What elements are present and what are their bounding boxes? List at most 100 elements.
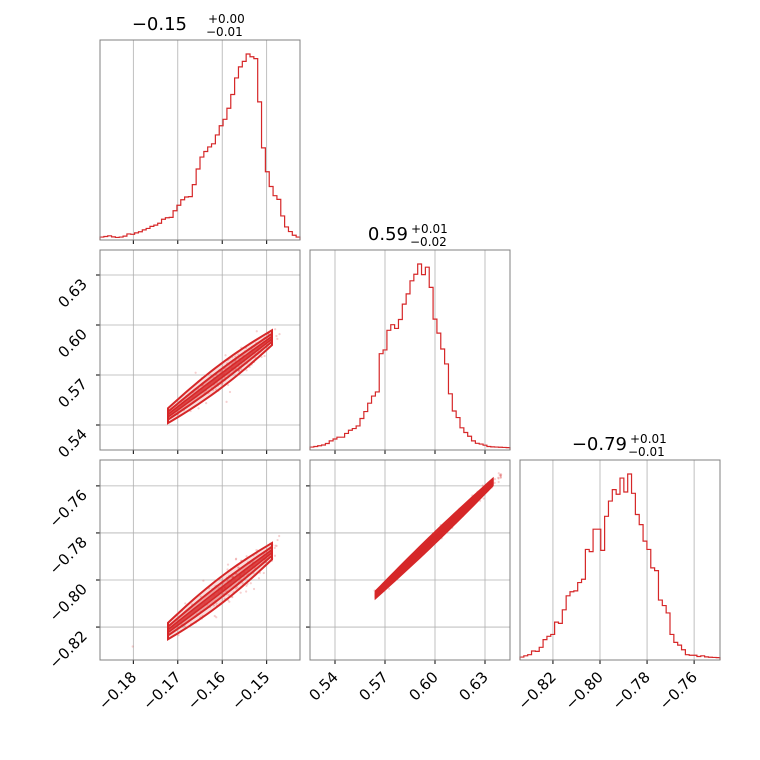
title-median-2: −0.79 (572, 434, 627, 455)
scatter-point (239, 591, 242, 594)
pair-content-0-1 (167, 328, 281, 425)
pair-frame-1-2 (309, 459, 511, 661)
xtick-label-2-0: −0.82 (515, 668, 560, 713)
xtick-label-0-2: −0.16 (184, 668, 229, 713)
scatter-point (493, 481, 496, 484)
title-param-1: 0.59 +0.01 −0.02 (368, 222, 448, 249)
ytick-label-2-1: −0.80 (46, 580, 91, 625)
title-plus-1: +0.01 (411, 222, 448, 236)
hist-frame-0 (99, 39, 301, 241)
contour-core-1-2 (374, 479, 494, 597)
scatter-point (234, 355, 237, 358)
scatter-point (215, 616, 218, 619)
pair-frame-0-2 (99, 459, 301, 661)
scatter-point (177, 634, 180, 637)
scatter-point (224, 354, 227, 357)
title-param-2: −0.79 +0.01 −0.01 (572, 432, 667, 459)
scatter-point (212, 604, 216, 607)
scatter-point (226, 568, 229, 571)
scatter-point (273, 546, 276, 550)
title-plus-0: +0.00 (208, 12, 245, 26)
scatter-point (493, 478, 497, 481)
histogram-2 (519, 473, 721, 660)
scatter-point (245, 590, 248, 593)
hist-panel-0 (99, 39, 301, 244)
scatter-point (499, 474, 502, 477)
title-minus-1: −0.02 (410, 235, 447, 249)
ytick-label-1-2: 0.60 (54, 325, 90, 361)
scatter-point (276, 337, 279, 341)
scatter-point (230, 576, 233, 579)
scatter-point (205, 402, 208, 405)
scatter-point (237, 370, 241, 373)
hist-frame-2 (519, 459, 721, 661)
xtick-label-1-2: 0.60 (405, 668, 441, 704)
scatter-point (497, 480, 500, 484)
scatter-point (498, 474, 501, 477)
xtick-label-0-3: −0.15 (228, 668, 273, 713)
hist-panel-1 (309, 249, 511, 454)
xtick-label-0-0: −0.18 (95, 668, 140, 713)
pair-panel-0-1: 0.54 0.57 0.60 0.63 (54, 249, 301, 461)
scatter-point (234, 587, 238, 590)
scatter-point (245, 555, 248, 558)
scatter-point (202, 579, 205, 582)
scatter-point (231, 596, 234, 599)
scatter-point (278, 534, 281, 538)
scatter-point (241, 582, 244, 585)
scatter-point (274, 328, 277, 331)
scatter-point (240, 368, 243, 371)
title-minus-2: −0.01 (628, 445, 665, 459)
scatter-point (278, 333, 281, 336)
pair-panel-1-2: 0.54 0.57 0.60 0.63 (305, 459, 511, 704)
scatter-point (255, 330, 258, 333)
histogram-0 (99, 53, 301, 240)
scatter-point (500, 473, 503, 476)
ytick-label-1-3: 0.63 (54, 275, 90, 311)
ytick-label-2-3: −0.76 (46, 486, 91, 531)
contour-core-0-1 (167, 334, 273, 419)
scatter-point (226, 563, 230, 566)
xtick-label-1-1: 0.57 (355, 668, 391, 704)
scatter-point (260, 355, 263, 359)
scatter-point (234, 558, 238, 561)
scatter-point (497, 477, 500, 480)
scatter-point (262, 571, 265, 575)
scatter-point (245, 584, 248, 587)
scatter-point (499, 476, 502, 479)
pair-panel-0-2: −0.82−0.80−0.78−0.76 −0.18 −0.17 −0.16 −0.15 (46, 459, 301, 713)
xtick-label-1-0: 0.54 (305, 668, 341, 704)
scatter-point (227, 383, 230, 387)
hist-frame-1 (309, 249, 511, 451)
scatter-point (497, 472, 500, 475)
scatter-point (273, 554, 277, 557)
xtick-label-1-3: 0.63 (455, 668, 491, 704)
scatter-point (131, 645, 134, 648)
scatter-point (499, 476, 502, 479)
scatter-point (184, 602, 187, 605)
scatter-point (275, 334, 278, 338)
scatter-point (194, 371, 197, 374)
scatter-point (228, 600, 231, 603)
scatter-point (275, 544, 278, 548)
scatter-point (214, 388, 218, 391)
scatter-point (235, 572, 238, 575)
scatter-point (236, 586, 239, 589)
scatter-point (199, 595, 202, 598)
hist-panel-2: −0.82 −0.80 −0.78 −0.76 (515, 459, 721, 713)
ytick-label-1-0: 0.54 (54, 425, 90, 461)
scatter-point (227, 594, 230, 597)
scatter-point (276, 538, 279, 542)
scatter-point (252, 587, 256, 591)
scatter-point (499, 473, 502, 476)
contour-core-0-2 (167, 548, 273, 635)
xtick-label-2-2: −0.78 (609, 668, 654, 713)
scatter-point (249, 582, 252, 585)
scatter-point (257, 577, 261, 580)
pair-content-1-2 (373, 472, 503, 601)
scatter-point (220, 383, 223, 386)
pair-content-0-2 (131, 534, 281, 648)
scatter-point (225, 400, 228, 403)
scatter-point (388, 587, 391, 590)
